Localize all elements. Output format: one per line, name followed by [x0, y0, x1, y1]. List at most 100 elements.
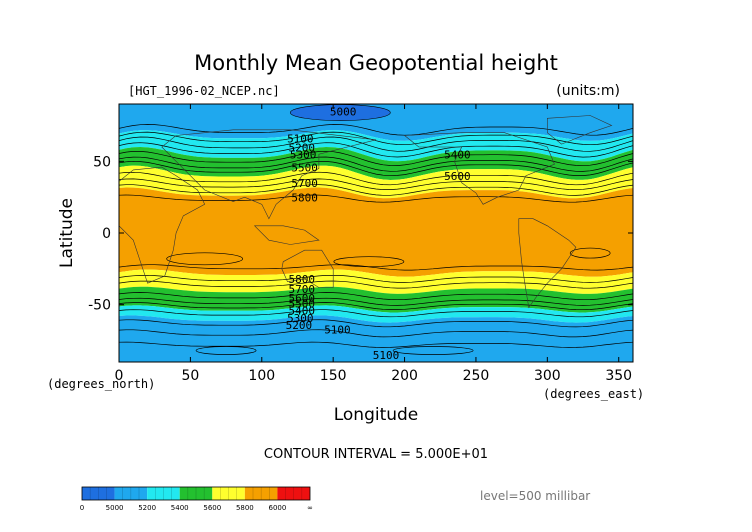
color-band	[119, 165, 633, 199]
contour-line	[119, 280, 633, 289]
contour-line	[119, 156, 633, 172]
colorbar-swatch	[244, 487, 278, 500]
y-axis: -50 0 50	[88, 154, 633, 314]
x-axis-label: Longitude	[334, 405, 419, 425]
color-bands	[119, 104, 633, 362]
contour-label: 5400	[289, 305, 316, 318]
coastline	[518, 218, 577, 309]
contour-line	[119, 341, 633, 348]
contour-line	[119, 302, 633, 311]
colorbar-tick-label: 5200	[138, 504, 156, 512]
coastlines	[119, 115, 613, 309]
contour-label: 5100	[324, 323, 351, 336]
y-axis-label: Latitude	[57, 198, 77, 268]
contour-line	[119, 136, 633, 152]
contour-line	[119, 292, 633, 301]
chart-title: Monthly Mean Geopotential height	[194, 51, 558, 75]
coastline	[281, 249, 334, 288]
coastline	[253, 225, 320, 245]
y-tick-label: -50	[88, 298, 111, 314]
contour-label: 5000	[330, 105, 357, 118]
colorbar-swatch	[277, 487, 310, 500]
x-tick-label: 350	[605, 368, 632, 384]
contour-label: 5500	[291, 161, 318, 174]
colorbar-swatch	[114, 487, 148, 500]
x-tick-label: 0	[115, 368, 124, 384]
colorbar-tick-label: ∞	[307, 504, 313, 512]
colorbar-tick-label: 5600	[203, 504, 221, 512]
color-band	[119, 269, 633, 294]
contour-label: 5800	[289, 273, 316, 286]
contour-line	[119, 274, 633, 283]
units-label: (units:m)	[556, 83, 620, 99]
coastline	[161, 129, 377, 220]
colorbar-tick-label: 5000	[106, 504, 124, 512]
colorbar-frame	[81, 486, 311, 501]
y-unit-label: (degrees_north)	[47, 377, 155, 391]
y-tick-label: 50	[93, 154, 111, 170]
contour-interval-text: CONTOUR INTERVAL = 5.000E+01	[264, 447, 488, 462]
color-band	[119, 305, 633, 323]
x-tick-label: 100	[248, 368, 275, 384]
contour-line	[166, 252, 244, 266]
coastline	[119, 166, 206, 284]
colorbar: 0 5000 5200 5400 5600 5800 6000 ∞	[80, 486, 313, 512]
contour-label: 5100	[287, 133, 314, 146]
contour-label: 5700	[289, 283, 316, 296]
contour-line	[119, 178, 633, 191]
colorbar-swatch	[212, 487, 245, 500]
colorbar-swatch	[147, 487, 180, 500]
coastline	[547, 115, 613, 145]
contour-label: 5700	[291, 177, 318, 190]
contour-line	[392, 346, 474, 355]
contour-line	[119, 329, 633, 338]
colorbar-tick-label: 6000	[269, 504, 287, 512]
contour-label: 5200	[289, 141, 316, 154]
colorbar-swatch	[82, 487, 115, 500]
colorbar-tick-label: 0	[80, 504, 84, 512]
contour-line	[119, 319, 633, 328]
contour-label: 5400	[444, 148, 471, 161]
plot-area	[119, 104, 633, 362]
contour-line	[119, 194, 633, 203]
color-band	[119, 187, 633, 277]
x-unit-label: (degrees_east)	[543, 387, 644, 401]
contour-label: 5300	[290, 148, 317, 161]
contour-line	[119, 171, 633, 186]
y-tick-label: 0	[102, 226, 111, 242]
contour-label: 5200	[286, 319, 313, 332]
contour-label: 5600	[444, 170, 471, 183]
contour-line	[119, 131, 633, 146]
contour-line	[569, 247, 611, 259]
contour-line	[195, 346, 257, 355]
contour-line	[119, 264, 633, 271]
contour-label: 5500	[289, 298, 316, 311]
color-band	[119, 315, 633, 362]
x-tick-label: 150	[320, 368, 347, 384]
colorbar-tick-label: 5800	[236, 504, 254, 512]
colorbar-tick-label: 5400	[171, 504, 189, 512]
contour-line	[119, 124, 633, 136]
contour-label: 5800	[291, 191, 318, 204]
contour-lines	[119, 124, 633, 355]
color-band	[119, 286, 633, 313]
x-tick-label: 250	[463, 368, 490, 384]
color-band	[119, 104, 633, 141]
x-tick-label: 50	[181, 368, 199, 384]
x-axis: 0 50 100 150 200 250 300 350	[115, 104, 632, 384]
contour-line	[119, 184, 633, 196]
contour-line	[333, 256, 405, 268]
file-label: [HGT_1996-02_NCEP.nc]	[128, 84, 280, 98]
coastline	[403, 132, 555, 205]
contour-line	[119, 142, 633, 158]
contour-line	[119, 160, 633, 177]
contour-label: 5100	[373, 349, 400, 362]
contour-label: 5600	[289, 292, 316, 305]
x-tick-label: 300	[534, 368, 561, 384]
colorbar-swatch	[179, 487, 213, 500]
low-height-patch	[290, 104, 391, 121]
contour-label: 5300	[287, 312, 314, 325]
contour-line	[119, 297, 633, 306]
